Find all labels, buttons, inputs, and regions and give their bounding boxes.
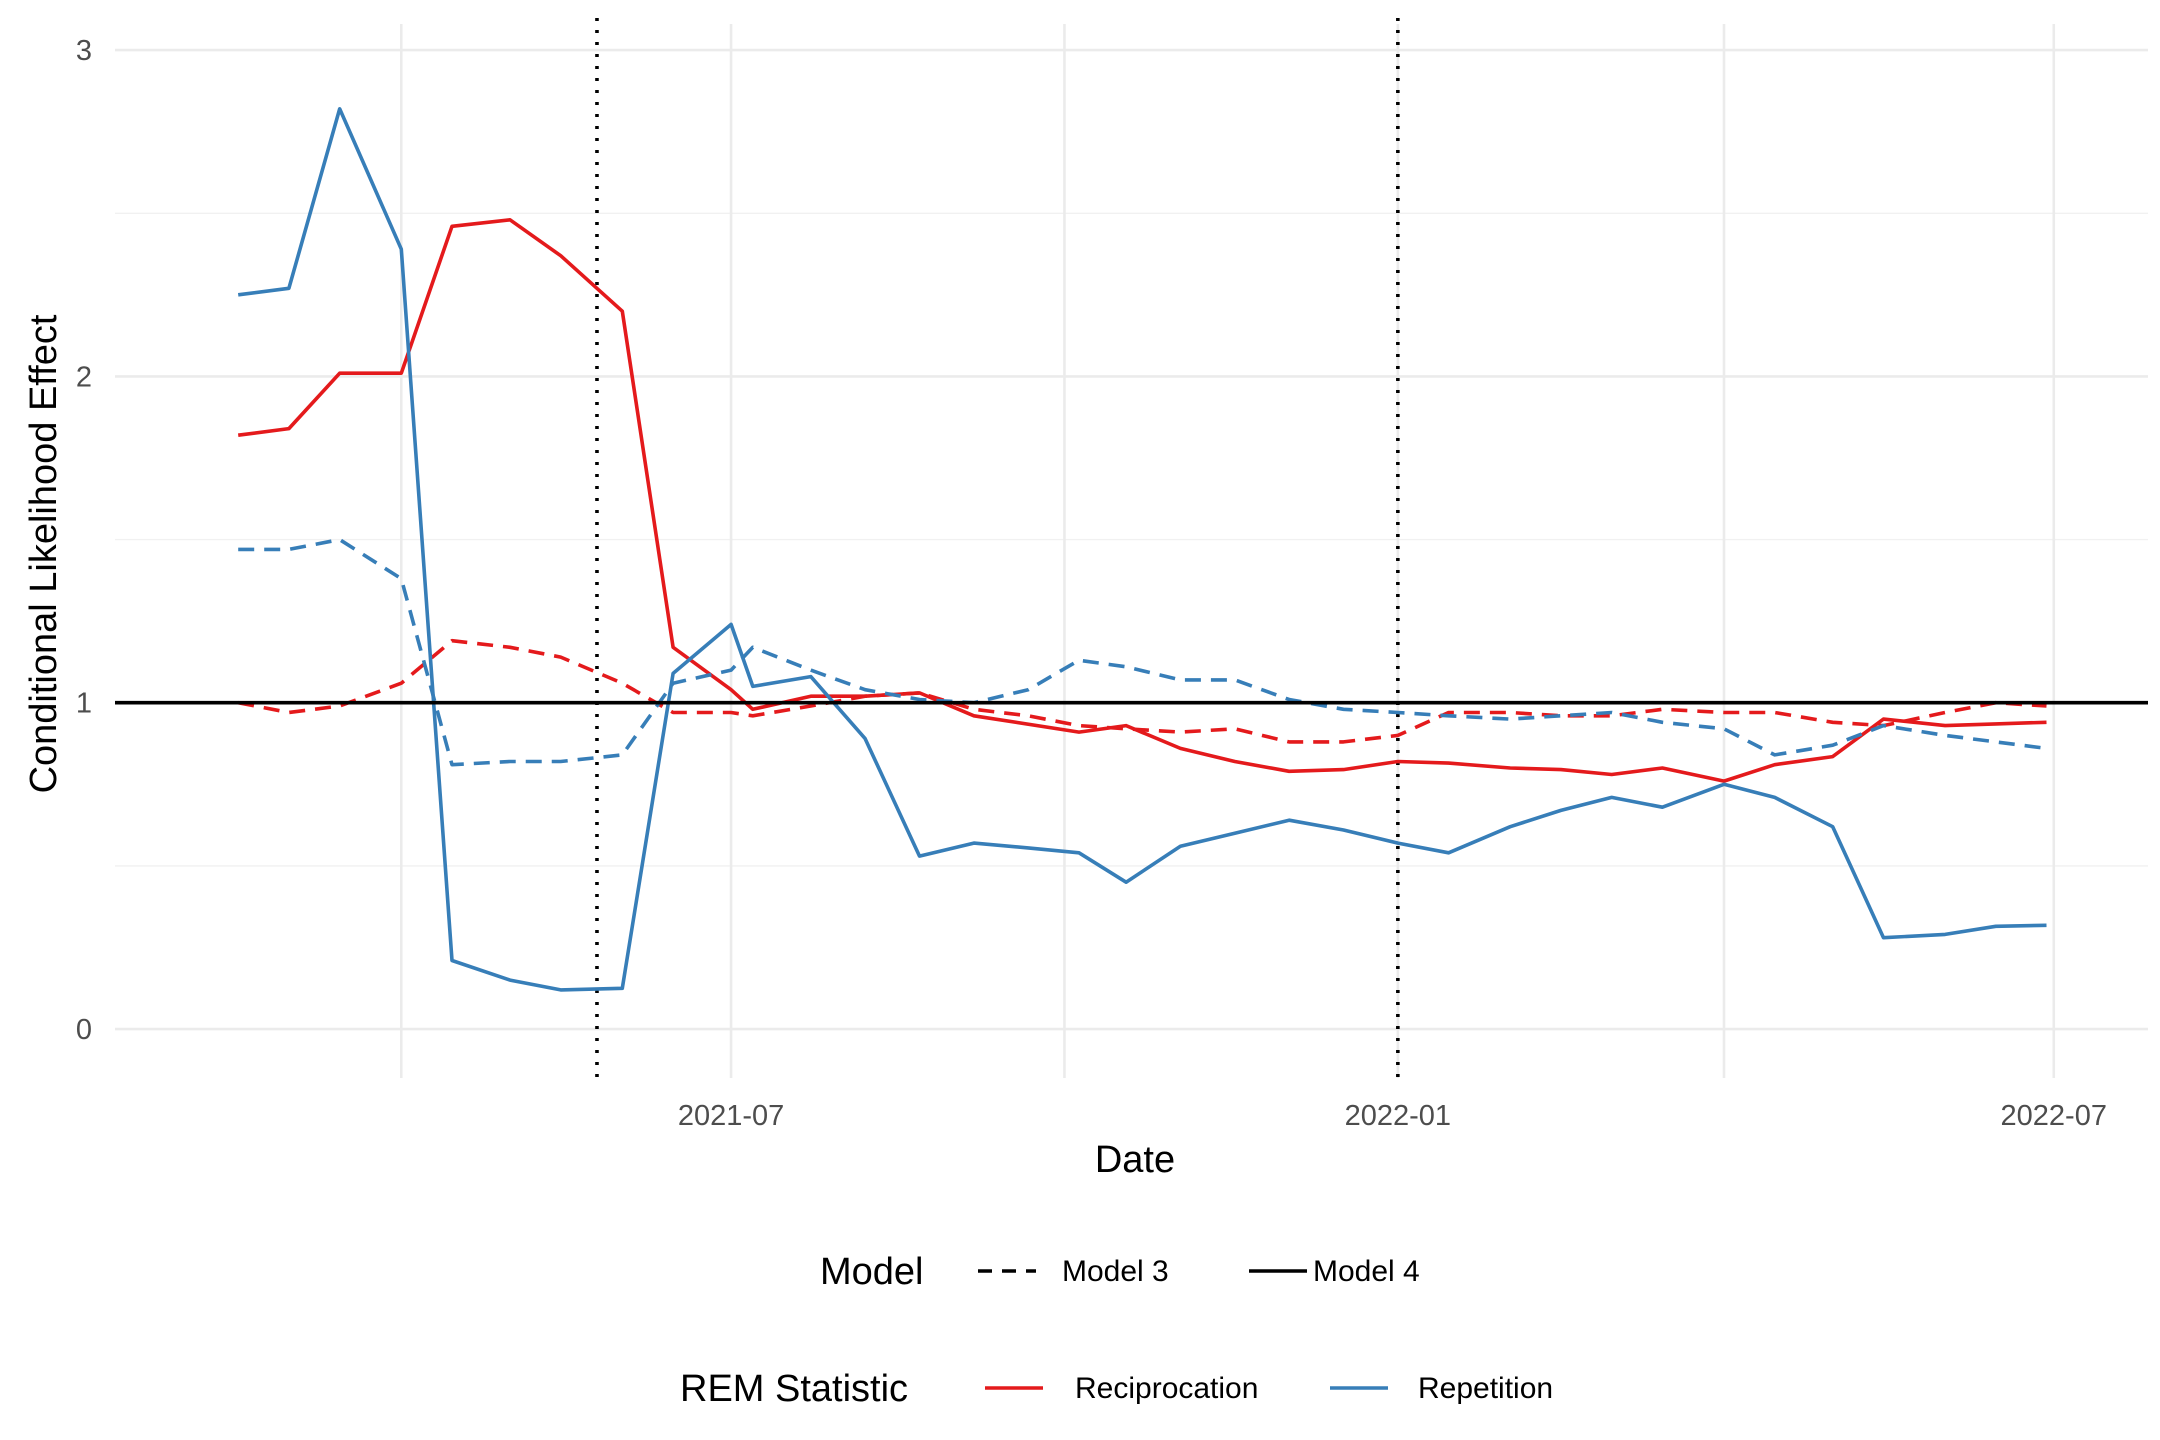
x-axis-title: Date — [1095, 1139, 1175, 1181]
legend-rem-statistic: REM Statistic Reciprocation Repetition — [680, 1368, 1553, 1410]
y-tick-label: 3 — [76, 35, 92, 67]
x-tick-label: 2022-07 — [2001, 1100, 2107, 1132]
legend-model-3-label: Model 3 — [1062, 1255, 1169, 1288]
legend-statistic-title: REM Statistic — [680, 1368, 908, 1410]
y-tick-label: 2 — [76, 361, 92, 393]
y-axis-title: Conditional Likelihood Effect — [23, 314, 65, 793]
reciprocation-model-3-line — [237, 638, 2047, 744]
legend-model-4-label: Model 4 — [1313, 1255, 1420, 1288]
legend-model-title: Model — [820, 1251, 924, 1293]
series-lines — [237, 107, 2047, 992]
y-tick-label: 0 — [76, 1014, 92, 1046]
legend-repetition-label: Repetition — [1418, 1372, 1553, 1405]
tick-labels: 0 1 2 3 2021-07 2022-01 2022-07 — [76, 35, 2107, 1132]
legend-reciprocation-label: Reciprocation — [1075, 1372, 1258, 1405]
legend-model: Model Model 3 Model 4 — [820, 1251, 1420, 1293]
x-tick-label: 2021-07 — [678, 1100, 784, 1132]
grid — [115, 24, 2148, 1078]
y-tick-label: 1 — [76, 688, 92, 720]
x-tick-label: 2022-01 — [1345, 1100, 1451, 1132]
reciprocation-model-4-line — [237, 218, 2047, 783]
event-markers — [595, 18, 1400, 1078]
repetition-model-4-line — [237, 107, 2047, 992]
